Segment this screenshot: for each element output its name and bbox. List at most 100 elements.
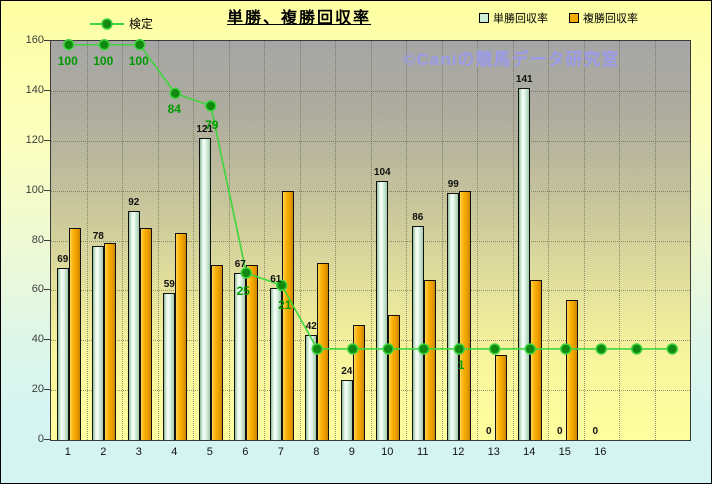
bar-tansho bbox=[234, 272, 247, 440]
x-axis-label: 16 bbox=[594, 446, 607, 458]
x-axis-label: 13 bbox=[487, 446, 500, 458]
bar-fukusho bbox=[210, 265, 223, 440]
y-axis-label: 140 bbox=[25, 83, 44, 96]
y-axis-tick bbox=[44, 389, 50, 391]
bar-value-label: 78 bbox=[92, 231, 104, 243]
bar-fukusho bbox=[459, 190, 472, 440]
v-gridline bbox=[335, 41, 336, 440]
legend-series: 単勝回収率 複勝回収率 bbox=[479, 10, 638, 26]
y-axis-tick bbox=[44, 189, 50, 191]
bar-fukusho bbox=[68, 228, 81, 440]
tansho-swatch-icon bbox=[479, 13, 489, 23]
v-gridline bbox=[157, 41, 159, 440]
v-gridline bbox=[264, 41, 265, 440]
bar-fukusho bbox=[494, 355, 507, 440]
y-axis-label: 0 bbox=[37, 433, 44, 445]
v-gridline bbox=[619, 41, 620, 440]
y-axis-tick bbox=[44, 239, 50, 241]
line-marker bbox=[524, 343, 536, 355]
line-marker bbox=[63, 38, 75, 51]
v-gridline bbox=[441, 41, 443, 440]
bar-tansho bbox=[56, 267, 69, 440]
line-value-label: 1 bbox=[457, 357, 465, 372]
line-marker bbox=[382, 343, 394, 355]
kentei-line-marker-icon bbox=[90, 17, 124, 30]
y-axis-label: 20 bbox=[31, 383, 44, 396]
y-axis-label: 80 bbox=[31, 233, 44, 246]
v-gridline bbox=[477, 41, 478, 440]
bar-tansho bbox=[376, 180, 389, 440]
bar-fukusho bbox=[175, 233, 188, 440]
v-gridline bbox=[512, 41, 514, 440]
bar-value-label: 61 bbox=[270, 273, 282, 285]
y-axis-tick bbox=[44, 139, 50, 141]
bar-value-label: 104 bbox=[373, 166, 391, 178]
bar-tansho bbox=[447, 193, 460, 440]
v-gridline bbox=[370, 41, 372, 440]
v-gridline bbox=[299, 41, 301, 440]
bar-fukusho bbox=[565, 300, 578, 440]
line-marker bbox=[240, 267, 252, 279]
bar-fukusho bbox=[104, 243, 117, 440]
x-axis-label: 9 bbox=[348, 446, 355, 458]
bar-fukusho bbox=[281, 190, 294, 440]
kentei-line bbox=[63, 38, 678, 355]
bar-value-label: 99 bbox=[447, 179, 459, 191]
line-value-label: 100 bbox=[128, 53, 149, 68]
line-value-label: 21 bbox=[278, 298, 292, 313]
x-axis-label: 15 bbox=[558, 446, 571, 458]
bar-tansho bbox=[305, 335, 318, 440]
bar-value-label: 24 bbox=[341, 366, 353, 378]
bar-value-label: 86 bbox=[412, 211, 424, 223]
line-value-label: 84 bbox=[167, 102, 181, 117]
bar-tansho bbox=[198, 138, 211, 440]
x-axis-label: 6 bbox=[242, 446, 249, 458]
bar-value-label: 0 bbox=[485, 426, 492, 437]
bar-tansho bbox=[340, 380, 353, 440]
legend-kentei: 検定 bbox=[89, 15, 153, 32]
line-value-label: 79 bbox=[205, 117, 219, 132]
v-gridline bbox=[654, 41, 656, 440]
y-axis-tick bbox=[44, 40, 50, 41]
x-axis-label: 8 bbox=[313, 446, 320, 458]
v-gridline bbox=[583, 41, 585, 440]
chart-title: 単勝、複勝回収率 bbox=[227, 10, 372, 27]
bar-value-label: 0 bbox=[592, 426, 599, 437]
watermark: ©Caniの競馬データ研究室 bbox=[403, 50, 620, 69]
line-value-label: 100 bbox=[93, 53, 114, 68]
bar-value-label: 121 bbox=[196, 124, 214, 136]
y-axis-tick bbox=[44, 89, 50, 91]
bar-value-label: 59 bbox=[163, 278, 175, 290]
y-axis-tick bbox=[44, 289, 50, 291]
line-marker bbox=[347, 343, 359, 355]
line-marker bbox=[205, 100, 217, 112]
x-axis-label: 2 bbox=[100, 446, 107, 458]
line-marker bbox=[98, 38, 110, 51]
line-marker bbox=[595, 343, 607, 355]
v-gridline bbox=[122, 41, 123, 440]
line-marker bbox=[489, 343, 501, 355]
y-axis-tick bbox=[44, 339, 50, 341]
bar-fukusho bbox=[530, 280, 543, 440]
line-marker bbox=[666, 343, 678, 355]
x-axis-label: 7 bbox=[277, 446, 284, 458]
bar-tansho bbox=[411, 225, 424, 440]
legend-item-fukusho: 複勝回収率 bbox=[569, 10, 638, 26]
line-value-label: 25 bbox=[236, 283, 250, 298]
y-axis-tick bbox=[44, 439, 50, 440]
line-marker bbox=[276, 279, 288, 292]
bar-tansho bbox=[92, 245, 105, 440]
bar-value-label: 42 bbox=[305, 321, 317, 333]
y-axis-label: 100 bbox=[25, 183, 44, 196]
line-marker bbox=[560, 343, 572, 355]
bar-fukusho bbox=[423, 280, 436, 440]
bar-fukusho bbox=[246, 265, 259, 440]
x-axis-label: 3 bbox=[135, 446, 142, 458]
line-marker bbox=[418, 343, 430, 355]
y-axis-label: 60 bbox=[31, 283, 44, 296]
bar-value-label: 92 bbox=[128, 196, 140, 208]
bar-value-label: 67 bbox=[234, 258, 246, 270]
line-marker bbox=[134, 38, 146, 51]
line-marker bbox=[311, 343, 323, 355]
legend-fukusho-label: 複勝回収率 bbox=[583, 13, 638, 25]
